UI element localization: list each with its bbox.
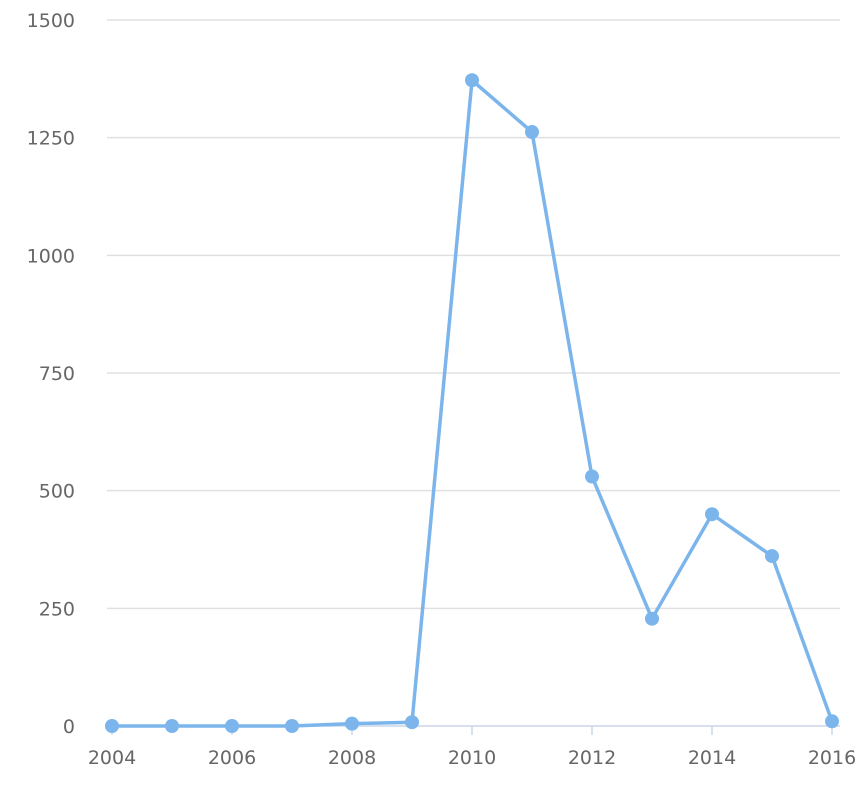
y-axis: 0 250 500 750 1000 1250 1500 xyxy=(27,10,75,738)
x-tick-label: 2004 xyxy=(88,747,136,769)
data-point-2004[interactable] xyxy=(105,719,119,733)
x-tick-label: 2012 xyxy=(568,747,616,769)
y-tick-label: 250 xyxy=(39,598,75,620)
y-tick-label: 750 xyxy=(39,363,75,385)
data-point-2013[interactable] xyxy=(645,611,659,626)
series-layer xyxy=(105,73,839,733)
x-axis: 2004 2006 2008 2010 2012 2014 2016 xyxy=(88,725,856,769)
y-tick-label: 0 xyxy=(63,716,75,738)
series-line xyxy=(110,78,834,728)
x-tick-label: 2006 xyxy=(208,747,256,769)
data-point-2009[interactable] xyxy=(405,715,419,730)
data-point-2012[interactable] xyxy=(585,469,599,484)
x-tick-label: 2008 xyxy=(328,747,376,769)
x-tick-label: 2014 xyxy=(688,747,736,769)
data-point-2005[interactable] xyxy=(165,719,179,733)
grid-lines xyxy=(107,19,840,610)
y-tick-label: 1250 xyxy=(27,128,75,150)
x-tick-label: 2010 xyxy=(448,747,496,769)
data-point-2007[interactable] xyxy=(285,719,299,733)
y-tick-label: 500 xyxy=(39,481,75,503)
y-tick-label: 1500 xyxy=(27,10,75,32)
y-tick-label: 1000 xyxy=(27,245,75,267)
data-point-2015[interactable] xyxy=(765,549,779,564)
data-point-2016[interactable] xyxy=(825,714,839,729)
x-tick-label: 2016 xyxy=(808,747,856,769)
data-point-2006[interactable] xyxy=(225,719,239,733)
data-point-2008[interactable] xyxy=(345,716,359,731)
data-point-2014[interactable] xyxy=(705,507,719,522)
data-point-2010[interactable] xyxy=(465,73,479,88)
data-point-2011[interactable] xyxy=(525,125,539,140)
